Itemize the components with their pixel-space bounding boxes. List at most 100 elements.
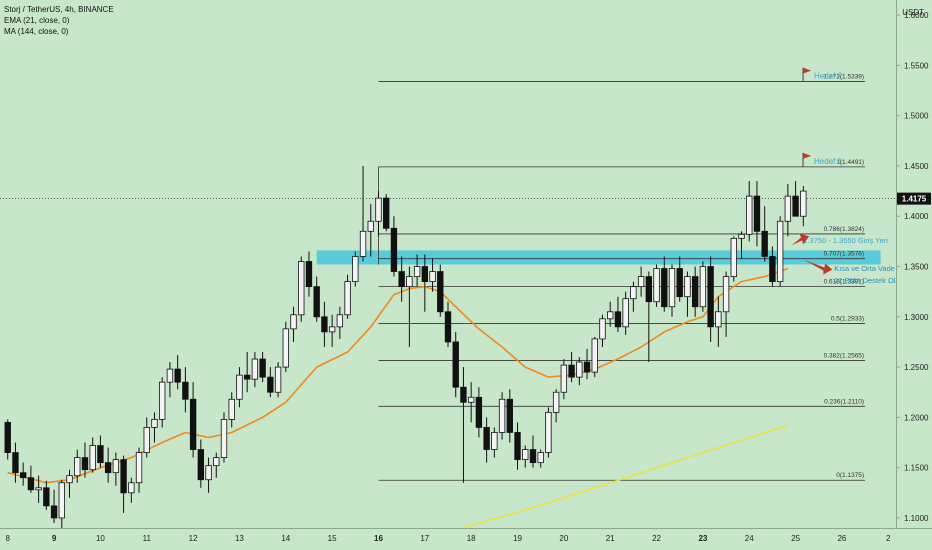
candle-up: [467, 396, 475, 403]
x-tick-label: 8: [5, 534, 10, 543]
candle-up: [359, 230, 367, 257]
candle-up: [35, 487, 42, 491]
candle-up: [298, 261, 305, 316]
candle-down: [259, 358, 266, 378]
candle-up: [352, 256, 359, 283]
candle-down: [321, 316, 328, 333]
flag-icon: [803, 152, 812, 159]
candle-up: [159, 381, 166, 420]
ema-legend: EMA (21, close, 0): [4, 16, 70, 25]
candle-up: [74, 457, 81, 477]
candle-up: [630, 286, 637, 300]
candle-up: [66, 475, 73, 484]
candle-up: [166, 368, 174, 383]
candle-down: [174, 368, 181, 383]
price-unit: USDT: [902, 8, 924, 17]
x-tick-label: 2: [886, 534, 891, 543]
candle-down: [383, 197, 390, 229]
candle-down: [568, 364, 575, 378]
x-tick-label: 17: [420, 534, 429, 543]
entry-zone-rect: [316, 250, 881, 265]
candle-down: [305, 261, 313, 288]
candle-up: [800, 190, 807, 217]
candle-down: [120, 459, 127, 494]
x-tick-label: 20: [559, 534, 568, 543]
x-tick-label: 9: [52, 534, 57, 543]
candle-down: [437, 271, 444, 313]
fib-level-label: 1(1.4491): [836, 159, 864, 166]
entry-label: 1.3750 - 1.3550 Giriş Yeri: [803, 236, 888, 245]
price-axis-panel: [896, 0, 932, 550]
candle-up: [699, 266, 707, 308]
candle-up: [560, 364, 568, 393]
y-tick-label: 1.4000: [904, 212, 929, 221]
last-price-label: 1.4175: [902, 195, 927, 204]
candle-down: [769, 256, 776, 283]
candle-up: [205, 465, 212, 481]
fib-level-label: 0.236(1.2110): [824, 398, 864, 405]
candle-up: [58, 482, 65, 519]
candle-down: [444, 311, 452, 343]
candle-down: [398, 271, 405, 288]
x-tick-label: 23: [698, 534, 707, 543]
fibonacci-layer: 1.272(1.5339) 1(1.4491) 0.786(1.3824) 0.707…: [0, 74, 896, 481]
candle-down: [4, 421, 11, 453]
candle-down: [12, 452, 19, 474]
candle-up: [730, 237, 737, 277]
ma-legend: MA (144, close, 0): [4, 27, 69, 36]
candle-up: [89, 445, 96, 471]
last-price-tag: [897, 192, 931, 205]
candle-down: [43, 487, 50, 507]
fib-level-label: 0(1.1375): [836, 472, 864, 479]
ma144-line: [463, 424, 789, 529]
candle-up: [776, 220, 784, 282]
candle-up: [135, 452, 143, 484]
candle-down: [421, 266, 429, 282]
candle-up: [738, 233, 745, 239]
x-tick-label: 14: [281, 534, 290, 543]
candle-down: [452, 341, 459, 388]
target-1-label: Hedef 1: [814, 157, 843, 166]
fib-level-label: 0.5(1.2933): [831, 316, 864, 323]
fib-level-label: 0.786(1.3824): [824, 226, 864, 233]
candle-up: [274, 366, 282, 393]
candle-down: [27, 477, 35, 491]
annotations-layer: Hedef 2 Hedef 1 1.3750 - 1.3550 Giriş Yeri…: [791, 67, 912, 285]
candle-up: [653, 268, 660, 303]
fib-level-label: 0.618(1.3301): [824, 279, 864, 286]
candle-up: [684, 276, 691, 298]
y-tick-label: 1.1500: [904, 464, 929, 473]
candle-up: [576, 361, 583, 378]
candle-up: [599, 318, 606, 340]
candle-up: [344, 281, 351, 316]
candle-up: [151, 418, 158, 428]
candle-up: [375, 197, 382, 222]
candle-up: [552, 391, 560, 413]
candle-up: [607, 311, 614, 320]
candle-down: [460, 386, 467, 403]
candle-down: [189, 398, 197, 450]
candle-down: [707, 266, 714, 328]
candle-down: [50, 505, 58, 519]
candle-down: [676, 268, 683, 298]
x-tick-label: 19: [513, 534, 522, 543]
candle-up: [637, 276, 645, 288]
candle-up: [128, 482, 135, 494]
y-tick-label: 1.3000: [904, 313, 929, 322]
candle-up: [282, 328, 289, 368]
candle-down: [614, 311, 622, 328]
fib-level-label: 0.707(1.3578): [824, 251, 864, 258]
x-tick-label: 26: [837, 534, 846, 543]
y-tick-label: 1.3500: [904, 263, 929, 272]
candle-down: [792, 195, 799, 217]
candle-down: [506, 398, 513, 433]
candle-up: [413, 266, 421, 277]
candle-down: [483, 427, 490, 450]
y-tick-label: 1.2500: [904, 363, 929, 372]
y-tick-label: 1.5000: [904, 112, 929, 121]
y-tick-label: 1.5500: [904, 61, 929, 70]
candle-up: [746, 195, 753, 235]
